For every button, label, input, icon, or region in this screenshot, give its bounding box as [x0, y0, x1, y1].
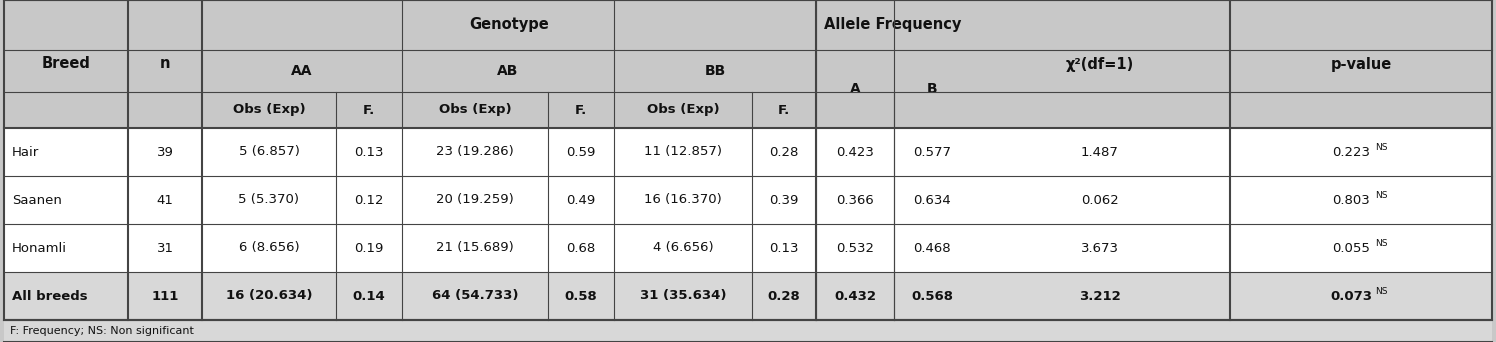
Text: 0.28: 0.28 — [767, 289, 800, 303]
Bar — [4, 128, 1492, 176]
Text: 0.13: 0.13 — [355, 145, 384, 158]
Text: 0.68: 0.68 — [567, 241, 595, 254]
Text: Obs (Exp): Obs (Exp) — [233, 104, 305, 117]
Text: 23 (19.286): 23 (19.286) — [437, 145, 513, 158]
Text: 0.432: 0.432 — [833, 289, 877, 303]
Text: 64 (54.733): 64 (54.733) — [432, 289, 518, 303]
Text: 0.12: 0.12 — [355, 194, 384, 207]
Text: Allele Frequency: Allele Frequency — [824, 17, 962, 32]
Text: 0.13: 0.13 — [769, 241, 799, 254]
Text: AA: AA — [292, 64, 313, 78]
Text: 0.073: 0.073 — [1330, 289, 1372, 303]
Text: 31: 31 — [157, 241, 174, 254]
Text: 16 (20.634): 16 (20.634) — [226, 289, 313, 303]
Bar — [4, 224, 1492, 272]
Text: 0.59: 0.59 — [567, 145, 595, 158]
Text: 0.577: 0.577 — [913, 145, 951, 158]
Text: Genotype: Genotype — [470, 17, 549, 32]
Text: 0.062: 0.062 — [1082, 194, 1119, 207]
Text: F.: F. — [574, 104, 586, 117]
Text: F: Frequency; NS: Non significant: F: Frequency; NS: Non significant — [10, 326, 194, 336]
Text: Obs (Exp): Obs (Exp) — [438, 104, 512, 117]
Text: NS: NS — [1375, 143, 1387, 152]
Text: 0.19: 0.19 — [355, 241, 383, 254]
Text: 0.803: 0.803 — [1331, 194, 1370, 207]
Text: 0.568: 0.568 — [911, 289, 953, 303]
Text: 0.366: 0.366 — [836, 194, 874, 207]
Text: NS: NS — [1375, 287, 1387, 295]
Text: 0.14: 0.14 — [353, 289, 386, 303]
Text: 0.468: 0.468 — [913, 241, 951, 254]
Text: NS: NS — [1375, 190, 1387, 199]
Text: 20 (19.259): 20 (19.259) — [437, 194, 513, 207]
Text: 21 (15.689): 21 (15.689) — [437, 241, 513, 254]
Text: p-value: p-value — [1330, 56, 1391, 71]
Text: AB: AB — [497, 64, 519, 78]
Text: 4 (6.656): 4 (6.656) — [652, 241, 714, 254]
Text: 6 (8.656): 6 (8.656) — [239, 241, 299, 254]
Text: 0.58: 0.58 — [564, 289, 597, 303]
Text: NS: NS — [1375, 238, 1387, 248]
Text: 0.49: 0.49 — [567, 194, 595, 207]
Bar — [4, 272, 1492, 320]
Text: Obs (Exp): Obs (Exp) — [646, 104, 720, 117]
Text: 5 (6.857): 5 (6.857) — [238, 145, 299, 158]
Text: 41: 41 — [157, 194, 174, 207]
Text: F.: F. — [778, 104, 790, 117]
Text: 0.055: 0.055 — [1331, 241, 1370, 254]
Text: 0.423: 0.423 — [836, 145, 874, 158]
Text: A: A — [850, 82, 860, 96]
Text: 16 (16.370): 16 (16.370) — [645, 194, 723, 207]
Text: 31 (35.634): 31 (35.634) — [640, 289, 726, 303]
Text: F.: F. — [364, 104, 375, 117]
Bar — [4, 176, 1492, 224]
Text: 5 (5.370): 5 (5.370) — [238, 194, 299, 207]
Text: Saanen: Saanen — [12, 194, 61, 207]
Text: 0.634: 0.634 — [913, 194, 951, 207]
Text: 39: 39 — [157, 145, 174, 158]
Text: 11 (12.857): 11 (12.857) — [643, 145, 723, 158]
Text: 0.532: 0.532 — [836, 241, 874, 254]
Text: 3.673: 3.673 — [1082, 241, 1119, 254]
Bar — [4, 320, 1492, 342]
Text: BB: BB — [705, 64, 726, 78]
Text: χ²(df=1): χ²(df=1) — [1065, 56, 1134, 71]
Text: 3.212: 3.212 — [1079, 289, 1121, 303]
Text: 111: 111 — [151, 289, 178, 303]
Text: 1.487: 1.487 — [1082, 145, 1119, 158]
Text: Hair: Hair — [12, 145, 39, 158]
Text: Honamli: Honamli — [12, 241, 67, 254]
Text: Breed: Breed — [42, 56, 90, 71]
Text: n: n — [160, 56, 171, 71]
Text: All breeds: All breeds — [12, 289, 88, 303]
Bar — [4, 0, 1492, 128]
Text: B: B — [926, 82, 938, 96]
Text: 0.28: 0.28 — [769, 145, 799, 158]
Text: 0.39: 0.39 — [769, 194, 799, 207]
Text: 0.223: 0.223 — [1331, 145, 1370, 158]
